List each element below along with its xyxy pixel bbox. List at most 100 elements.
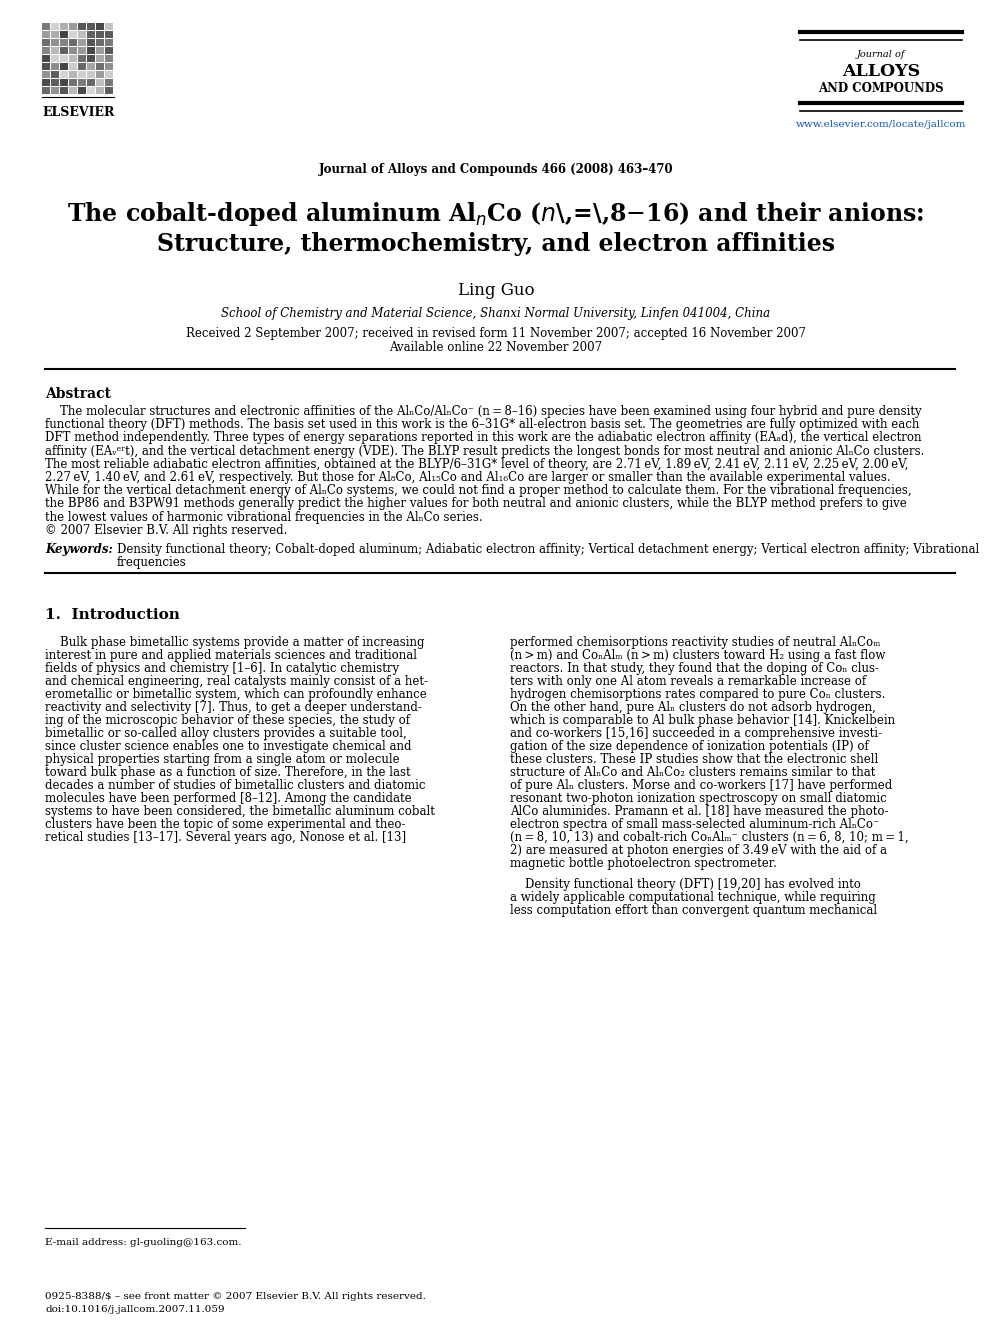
Bar (87, 79, 95, 86)
Text: ters with only one Al atom reveals a remarkable increase of: ters with only one Al atom reveals a rem… (510, 675, 866, 688)
Bar (105, 48, 113, 54)
Bar (96, 64, 104, 70)
Text: Abstract: Abstract (45, 388, 111, 401)
Bar (69, 64, 77, 70)
Bar (96, 71, 104, 78)
Text: (n = 8, 10, 13) and cobalt-rich CoₙAlₘ⁻ clusters (n = 6, 8, 10; m = 1,: (n = 8, 10, 13) and cobalt-rich CoₙAlₘ⁻ … (510, 831, 909, 844)
Text: 0925-8388/$ – see front matter © 2007 Elsevier B.V. All rights reserved.: 0925-8388/$ – see front matter © 2007 El… (45, 1293, 426, 1301)
Bar (69, 38, 77, 46)
Text: of pure Alₙ clusters. Morse and co-workers [17] have performed: of pure Alₙ clusters. Morse and co-worke… (510, 779, 892, 792)
Text: interest in pure and applied materials sciences and traditional: interest in pure and applied materials s… (45, 650, 417, 662)
Bar (69, 30, 77, 38)
Bar (105, 56, 113, 62)
Text: reactivity and selectivity [7]. Thus, to get a deeper understand-: reactivity and selectivity [7]. Thus, to… (45, 701, 422, 714)
Text: gation of the size dependence of ionization potentials (IP) of: gation of the size dependence of ionizat… (510, 740, 869, 753)
Text: magnetic bottle photoelectron spectrometer.: magnetic bottle photoelectron spectromet… (510, 857, 777, 871)
Bar (105, 64, 113, 70)
Text: E-mail address: gl-guoling@163.com.: E-mail address: gl-guoling@163.com. (45, 1238, 241, 1248)
Text: 2.27 eV, 1.40 eV, and 2.61 eV, respectively. But those for Al₈Co, Al₁₅Co and Al₁: 2.27 eV, 1.40 eV, and 2.61 eV, respectiv… (45, 471, 891, 484)
Text: molecules have been performed [8–12]. Among the candidate: molecules have been performed [8–12]. Am… (45, 792, 412, 804)
Bar (42, 22, 50, 30)
Text: the lowest values of harmonic vibrational frequencies in the AlₙCo series.: the lowest values of harmonic vibrationa… (45, 511, 483, 524)
Text: frequencies: frequencies (117, 556, 186, 569)
Text: functional theory (DFT) methods. The basis set used in this work is the 6–31G* a: functional theory (DFT) methods. The bas… (45, 418, 920, 431)
Text: the BP86 and B3PW91 methods generally predict the higher values for both neutral: the BP86 and B3PW91 methods generally pr… (45, 497, 907, 511)
Bar (69, 71, 77, 78)
Bar (96, 22, 104, 30)
Bar (60, 79, 68, 86)
Text: retical studies [13–17]. Several years ago, Nonose et al. [13]: retical studies [13–17]. Several years a… (45, 831, 406, 844)
Text: www.elsevier.com/locate/jallcom: www.elsevier.com/locate/jallcom (796, 120, 966, 130)
Bar (60, 48, 68, 54)
Bar (60, 38, 68, 46)
Text: Ling Guo: Ling Guo (457, 282, 535, 299)
Bar (87, 30, 95, 38)
Bar (51, 38, 59, 46)
Text: ELSEVIER: ELSEVIER (42, 106, 114, 119)
Bar (78, 87, 86, 94)
Text: ALLOYS: ALLOYS (842, 64, 920, 79)
Text: AND COMPOUNDS: AND COMPOUNDS (818, 82, 943, 95)
Text: Density functional theory; Cobalt-doped aluminum; Adiabatic electron affinity; V: Density functional theory; Cobalt-doped … (117, 542, 979, 556)
Bar (60, 87, 68, 94)
Bar (51, 87, 59, 94)
Text: Keywords:: Keywords: (45, 542, 113, 556)
Bar (78, 71, 86, 78)
Text: The cobalt-doped aluminum Al$_n$Co ($n$\,=\,8$-$16) and their anions:: The cobalt-doped aluminum Al$_n$Co ($n$\… (67, 200, 925, 228)
Text: since cluster science enables one to investigate chemical and: since cluster science enables one to inv… (45, 740, 412, 753)
Bar (105, 30, 113, 38)
Bar (69, 87, 77, 94)
Bar (78, 22, 86, 30)
Text: affinity (EAᵥᵉʳt), and the vertical detachment energy (VDE). The BLYP result pre: affinity (EAᵥᵉʳt), and the vertical deta… (45, 445, 925, 458)
Bar (60, 64, 68, 70)
Bar (42, 64, 50, 70)
Text: and co-workers [15,16] succeeded in a comprehensive investi-: and co-workers [15,16] succeeded in a co… (510, 728, 882, 740)
Bar (96, 79, 104, 86)
Bar (87, 64, 95, 70)
Text: While for the vertical detachment energy of AlₙCo systems, we could not find a p: While for the vertical detachment energy… (45, 484, 912, 497)
Bar (105, 22, 113, 30)
Bar (42, 56, 50, 62)
Text: fields of physics and chemistry [1–6]. In catalytic chemistry: fields of physics and chemistry [1–6]. I… (45, 662, 399, 675)
Bar (69, 22, 77, 30)
Bar (69, 48, 77, 54)
Text: less computation effort than convergent quantum mechanical: less computation effort than convergent … (510, 904, 877, 917)
Text: decades a number of studies of bimetallic clusters and diatomic: decades a number of studies of bimetalli… (45, 779, 426, 792)
Text: doi:10.1016/j.jallcom.2007.11.059: doi:10.1016/j.jallcom.2007.11.059 (45, 1304, 224, 1314)
Text: physical properties starting from a single atom or molecule: physical properties starting from a sing… (45, 753, 400, 766)
Text: electron spectra of small mass-selected aluminum-rich AlₙCo⁻: electron spectra of small mass-selected … (510, 818, 879, 831)
Bar (96, 48, 104, 54)
Text: bimetallic or so-called alloy clusters provides a suitable tool,: bimetallic or so-called alloy clusters p… (45, 728, 407, 740)
Text: 1.  Introduction: 1. Introduction (45, 609, 180, 622)
Text: Available online 22 November 2007: Available online 22 November 2007 (390, 341, 602, 355)
Bar (42, 79, 50, 86)
Text: performed chemisorptions reactivity studies of neutral AlₙCoₘ: performed chemisorptions reactivity stud… (510, 636, 880, 650)
Bar (42, 38, 50, 46)
Bar (60, 56, 68, 62)
Text: Structure, thermochemistry, and electron affinities: Structure, thermochemistry, and electron… (157, 232, 835, 255)
Text: hydrogen chemisorptions rates compared to pure Coₙ clusters.: hydrogen chemisorptions rates compared t… (510, 688, 886, 701)
Bar (105, 79, 113, 86)
Bar (78, 79, 86, 86)
Bar (87, 71, 95, 78)
Bar (78, 48, 86, 54)
Bar (87, 87, 95, 94)
Text: (n > m) and CoₙAlₘ (n > m) clusters toward H₂ using a fast flow: (n > m) and CoₙAlₘ (n > m) clusters towa… (510, 650, 886, 662)
Bar (51, 56, 59, 62)
Bar (87, 22, 95, 30)
Bar (42, 87, 50, 94)
Text: erometallic or bimetallic system, which can profoundly enhance: erometallic or bimetallic system, which … (45, 688, 427, 701)
Bar (69, 56, 77, 62)
Text: DFT method independently. Three types of energy separations reported in this wor: DFT method independently. Three types of… (45, 431, 922, 445)
Text: Density functional theory (DFT) [19,20] has evolved into: Density functional theory (DFT) [19,20] … (510, 878, 861, 890)
Text: toward bulk phase as a function of size. Therefore, in the last: toward bulk phase as a function of size.… (45, 766, 411, 779)
Text: structure of AlₙCo and AlₙCo₂ clusters remains similar to that: structure of AlₙCo and AlₙCo₂ clusters r… (510, 766, 875, 779)
Bar (78, 38, 86, 46)
Bar (60, 22, 68, 30)
Bar (69, 79, 77, 86)
Bar (78, 56, 86, 62)
Text: ing of the microscopic behavior of these species, the study of: ing of the microscopic behavior of these… (45, 714, 410, 728)
Text: Bulk phase bimetallic systems provide a matter of increasing: Bulk phase bimetallic systems provide a … (45, 636, 425, 650)
Text: resonant two-photon ionization spectroscopy on small diatomic: resonant two-photon ionization spectrosc… (510, 792, 887, 804)
Bar (96, 87, 104, 94)
